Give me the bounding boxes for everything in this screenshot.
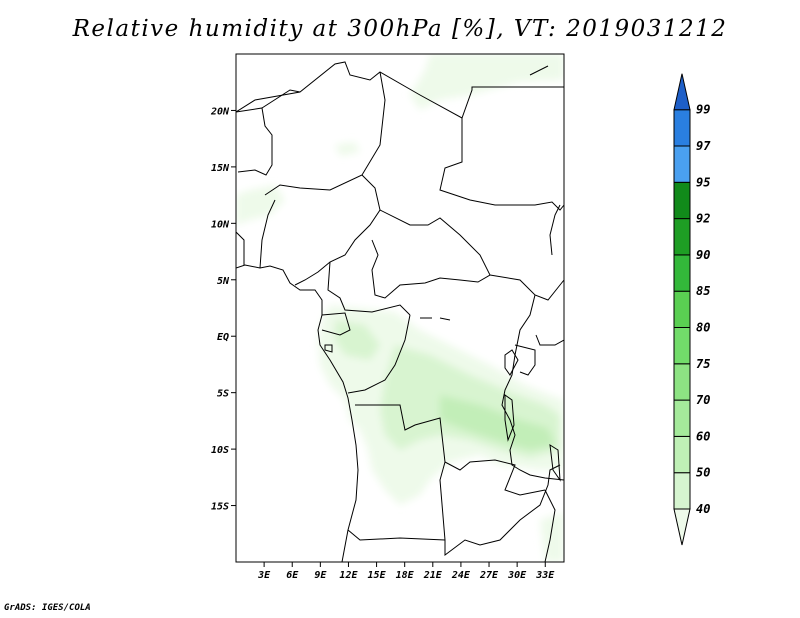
border-line xyxy=(549,204,561,256)
border-line xyxy=(347,529,446,541)
y-tick-label: 20N xyxy=(210,106,230,117)
x-axis: 3E 6E 9E 12E 15E 18E 21E 24E 27E 30E 33E xyxy=(257,562,555,581)
border-line xyxy=(371,209,491,299)
border-line xyxy=(529,65,549,76)
border-line xyxy=(549,444,561,482)
colorbar-label: 75 xyxy=(696,357,710,371)
x-tick-label: 6E xyxy=(286,570,299,581)
colorbar-segment xyxy=(673,472,691,510)
humidity-patch xyxy=(440,395,555,450)
colorbar-label: 95 xyxy=(696,175,710,189)
border-line xyxy=(355,404,546,496)
x-tick-label: 30E xyxy=(507,570,527,581)
border-line xyxy=(439,118,564,211)
y-tick-label: 15S xyxy=(211,502,229,513)
y-tick-label: 15N xyxy=(211,163,230,174)
border-line xyxy=(439,461,561,556)
x-tick-label: 3E xyxy=(257,570,271,581)
colorbar-segment xyxy=(673,145,691,183)
colorbar-label: 40 xyxy=(696,502,710,516)
border-line xyxy=(504,394,515,442)
colorbar-label: 85 xyxy=(696,284,710,298)
y-tick-label: 5S xyxy=(217,389,229,400)
border-line xyxy=(321,312,351,336)
colorbar-segment xyxy=(673,363,691,401)
border-line xyxy=(294,174,381,286)
x-tick-label: 12E xyxy=(339,570,358,581)
x-tick-label: 9E xyxy=(314,570,327,581)
border-line xyxy=(324,344,333,353)
humidity-patch xyxy=(540,512,564,562)
humidity-field xyxy=(236,54,564,562)
y-tick-label: 10S xyxy=(211,445,229,456)
border-line xyxy=(535,334,564,346)
colorbar-segment xyxy=(673,109,691,147)
colorbar-segment xyxy=(673,327,691,365)
colorbar-segment xyxy=(673,435,691,474)
border-line xyxy=(264,71,386,196)
border-line xyxy=(420,317,451,321)
colorbar-arrow-low xyxy=(673,508,691,546)
border-line xyxy=(259,199,276,269)
x-tick-label: 24E xyxy=(451,570,471,581)
border-line xyxy=(261,89,301,109)
border-line xyxy=(236,107,273,176)
border-line xyxy=(327,261,411,316)
border-line xyxy=(236,264,359,562)
colorbar-label: 70 xyxy=(696,393,710,407)
border-line xyxy=(236,231,245,265)
colorbar-label: 50 xyxy=(696,466,710,480)
humidity-patch xyxy=(335,142,360,156)
border-line xyxy=(347,314,411,394)
colorbar-label: 92 xyxy=(696,212,710,226)
colorbar-label: 90 xyxy=(696,248,710,262)
x-tick-label: 15E xyxy=(368,570,387,581)
grads-credit: GrADS: IGES/COLA xyxy=(4,603,91,613)
colorbar-label: 80 xyxy=(696,321,710,335)
border-line xyxy=(514,344,536,376)
border-line xyxy=(501,294,564,481)
border-line xyxy=(544,489,556,562)
x-tick-label: 33E xyxy=(535,570,555,581)
colorbar-label: 99 xyxy=(696,103,710,117)
y-tick-label: 5N xyxy=(217,276,230,287)
y-tick-label: EQ xyxy=(217,332,229,343)
y-tick-label: 10N xyxy=(211,219,230,230)
colorbar-label: 97 xyxy=(696,139,711,153)
humidity-patch xyxy=(236,185,285,225)
border-line xyxy=(489,274,564,301)
colorbar-segment xyxy=(673,218,691,256)
y-axis: 20N 15N 10N 5N EQ 5S 10S 15S xyxy=(210,106,236,513)
colorbar-arrow-high xyxy=(673,73,691,111)
x-tick-label: 18E xyxy=(396,570,415,581)
colorbar-segment xyxy=(673,254,691,292)
x-tick-label: 21E xyxy=(423,570,443,581)
map-title: Relative humidity at 300hPa [%], VT: 201… xyxy=(72,16,728,42)
border-line xyxy=(504,349,519,376)
colorbar-segment xyxy=(673,290,691,329)
colorbar-segment xyxy=(673,181,691,220)
map-frame xyxy=(235,53,565,563)
colorbar-segment xyxy=(673,399,691,437)
colorbar-label: 60 xyxy=(696,429,710,443)
x-tick-label: 27E xyxy=(479,570,499,581)
humidity-patch xyxy=(335,320,380,360)
humidity-patch xyxy=(410,54,564,110)
colorbar: 40 50 60 70 75 80 85 90 92 95 97 99 xyxy=(673,73,711,546)
country-borders xyxy=(236,61,564,562)
